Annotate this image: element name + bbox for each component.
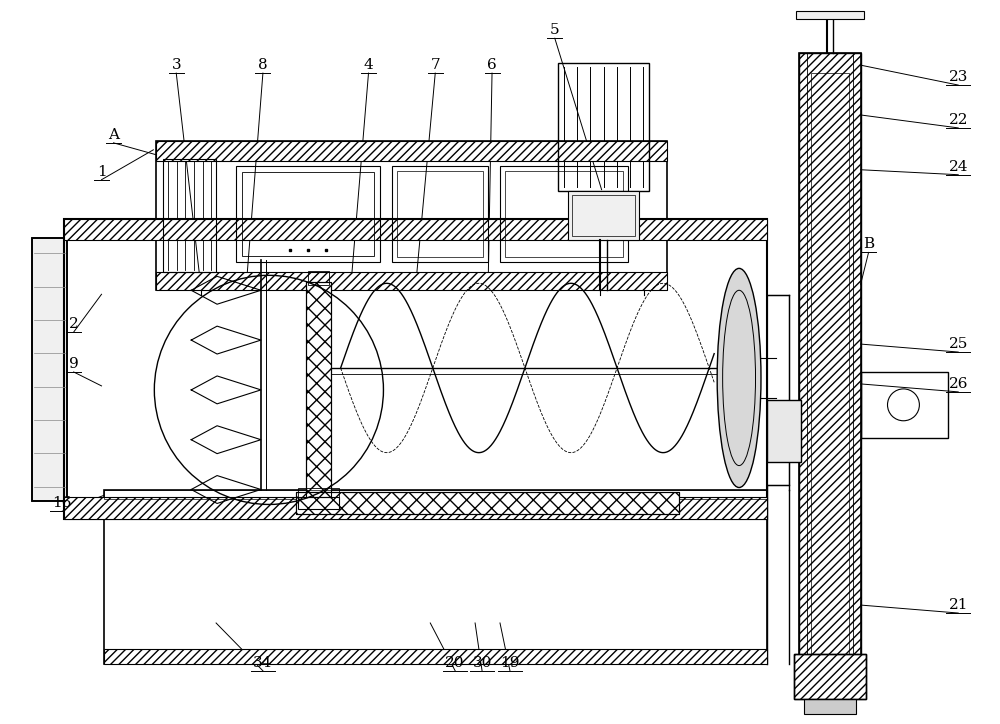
Bar: [156, 272, 667, 290]
Bar: [811, 73, 849, 654]
Text: 25: 25: [949, 337, 968, 351]
Bar: [296, 492, 679, 515]
Bar: [236, 166, 380, 262]
Bar: [804, 699, 856, 714]
Bar: [32, 238, 67, 502]
Bar: [104, 649, 767, 664]
Bar: [767, 295, 789, 484]
Bar: [156, 141, 667, 161]
Text: 1: 1: [97, 165, 106, 179]
Ellipse shape: [717, 269, 761, 487]
Text: 7: 7: [430, 58, 440, 72]
Bar: [296, 492, 679, 515]
Bar: [505, 171, 623, 258]
Text: 3: 3: [171, 58, 181, 72]
Bar: [306, 282, 331, 497]
Bar: [799, 53, 861, 674]
Text: 19: 19: [500, 656, 520, 670]
Bar: [32, 238, 67, 502]
Bar: [799, 53, 861, 674]
Bar: [156, 141, 667, 290]
Bar: [794, 654, 866, 699]
Bar: [163, 159, 216, 272]
Bar: [568, 190, 639, 240]
Bar: [64, 219, 767, 519]
Text: 30: 30: [472, 656, 492, 670]
Bar: [104, 489, 767, 664]
Bar: [64, 497, 767, 519]
Bar: [558, 63, 649, 190]
Text: 6: 6: [487, 58, 497, 72]
Bar: [767, 400, 801, 462]
Text: 26: 26: [948, 377, 968, 391]
Bar: [298, 487, 339, 497]
Text: 34: 34: [253, 656, 273, 670]
Bar: [306, 282, 331, 497]
Text: A: A: [108, 128, 119, 142]
Bar: [392, 166, 488, 262]
Text: 20: 20: [445, 656, 465, 670]
Bar: [397, 171, 483, 258]
Text: 22: 22: [948, 113, 968, 127]
Text: 9: 9: [69, 357, 79, 371]
Text: 5: 5: [550, 23, 560, 37]
Text: 21: 21: [948, 598, 968, 612]
Text: 2: 2: [69, 317, 79, 331]
Bar: [298, 497, 339, 510]
Bar: [308, 272, 329, 285]
Bar: [861, 372, 948, 438]
Bar: [104, 489, 767, 500]
Text: 16: 16: [52, 497, 71, 510]
Text: B: B: [863, 237, 874, 251]
Bar: [500, 166, 628, 262]
Bar: [807, 53, 853, 674]
Text: 8: 8: [258, 58, 268, 72]
Bar: [572, 195, 635, 237]
Bar: [64, 219, 767, 240]
Bar: [794, 654, 866, 699]
Bar: [242, 172, 374, 256]
Text: 24: 24: [948, 160, 968, 174]
Bar: [796, 12, 864, 20]
Text: 23: 23: [949, 70, 968, 84]
Text: 4: 4: [364, 58, 373, 72]
